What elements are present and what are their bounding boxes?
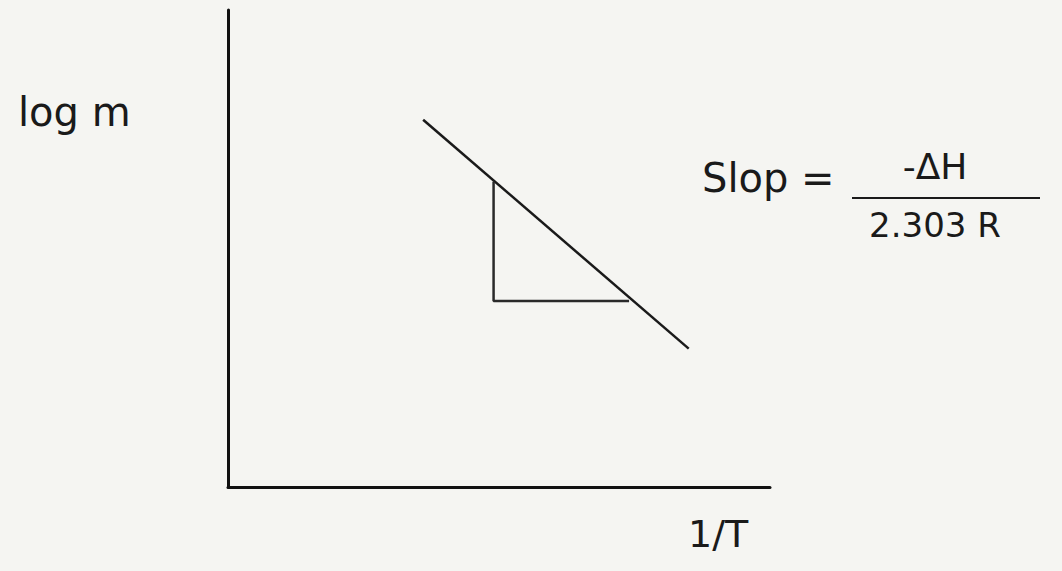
- svg-text:Slop =: Slop =: [702, 155, 835, 201]
- svg-text:log m: log m: [18, 89, 131, 135]
- svg-text:2.303 R: 2.303 R: [869, 205, 1001, 245]
- svg-text:-ΔH: -ΔH: [903, 146, 968, 187]
- svg-text:1/T: 1/T: [688, 512, 749, 556]
